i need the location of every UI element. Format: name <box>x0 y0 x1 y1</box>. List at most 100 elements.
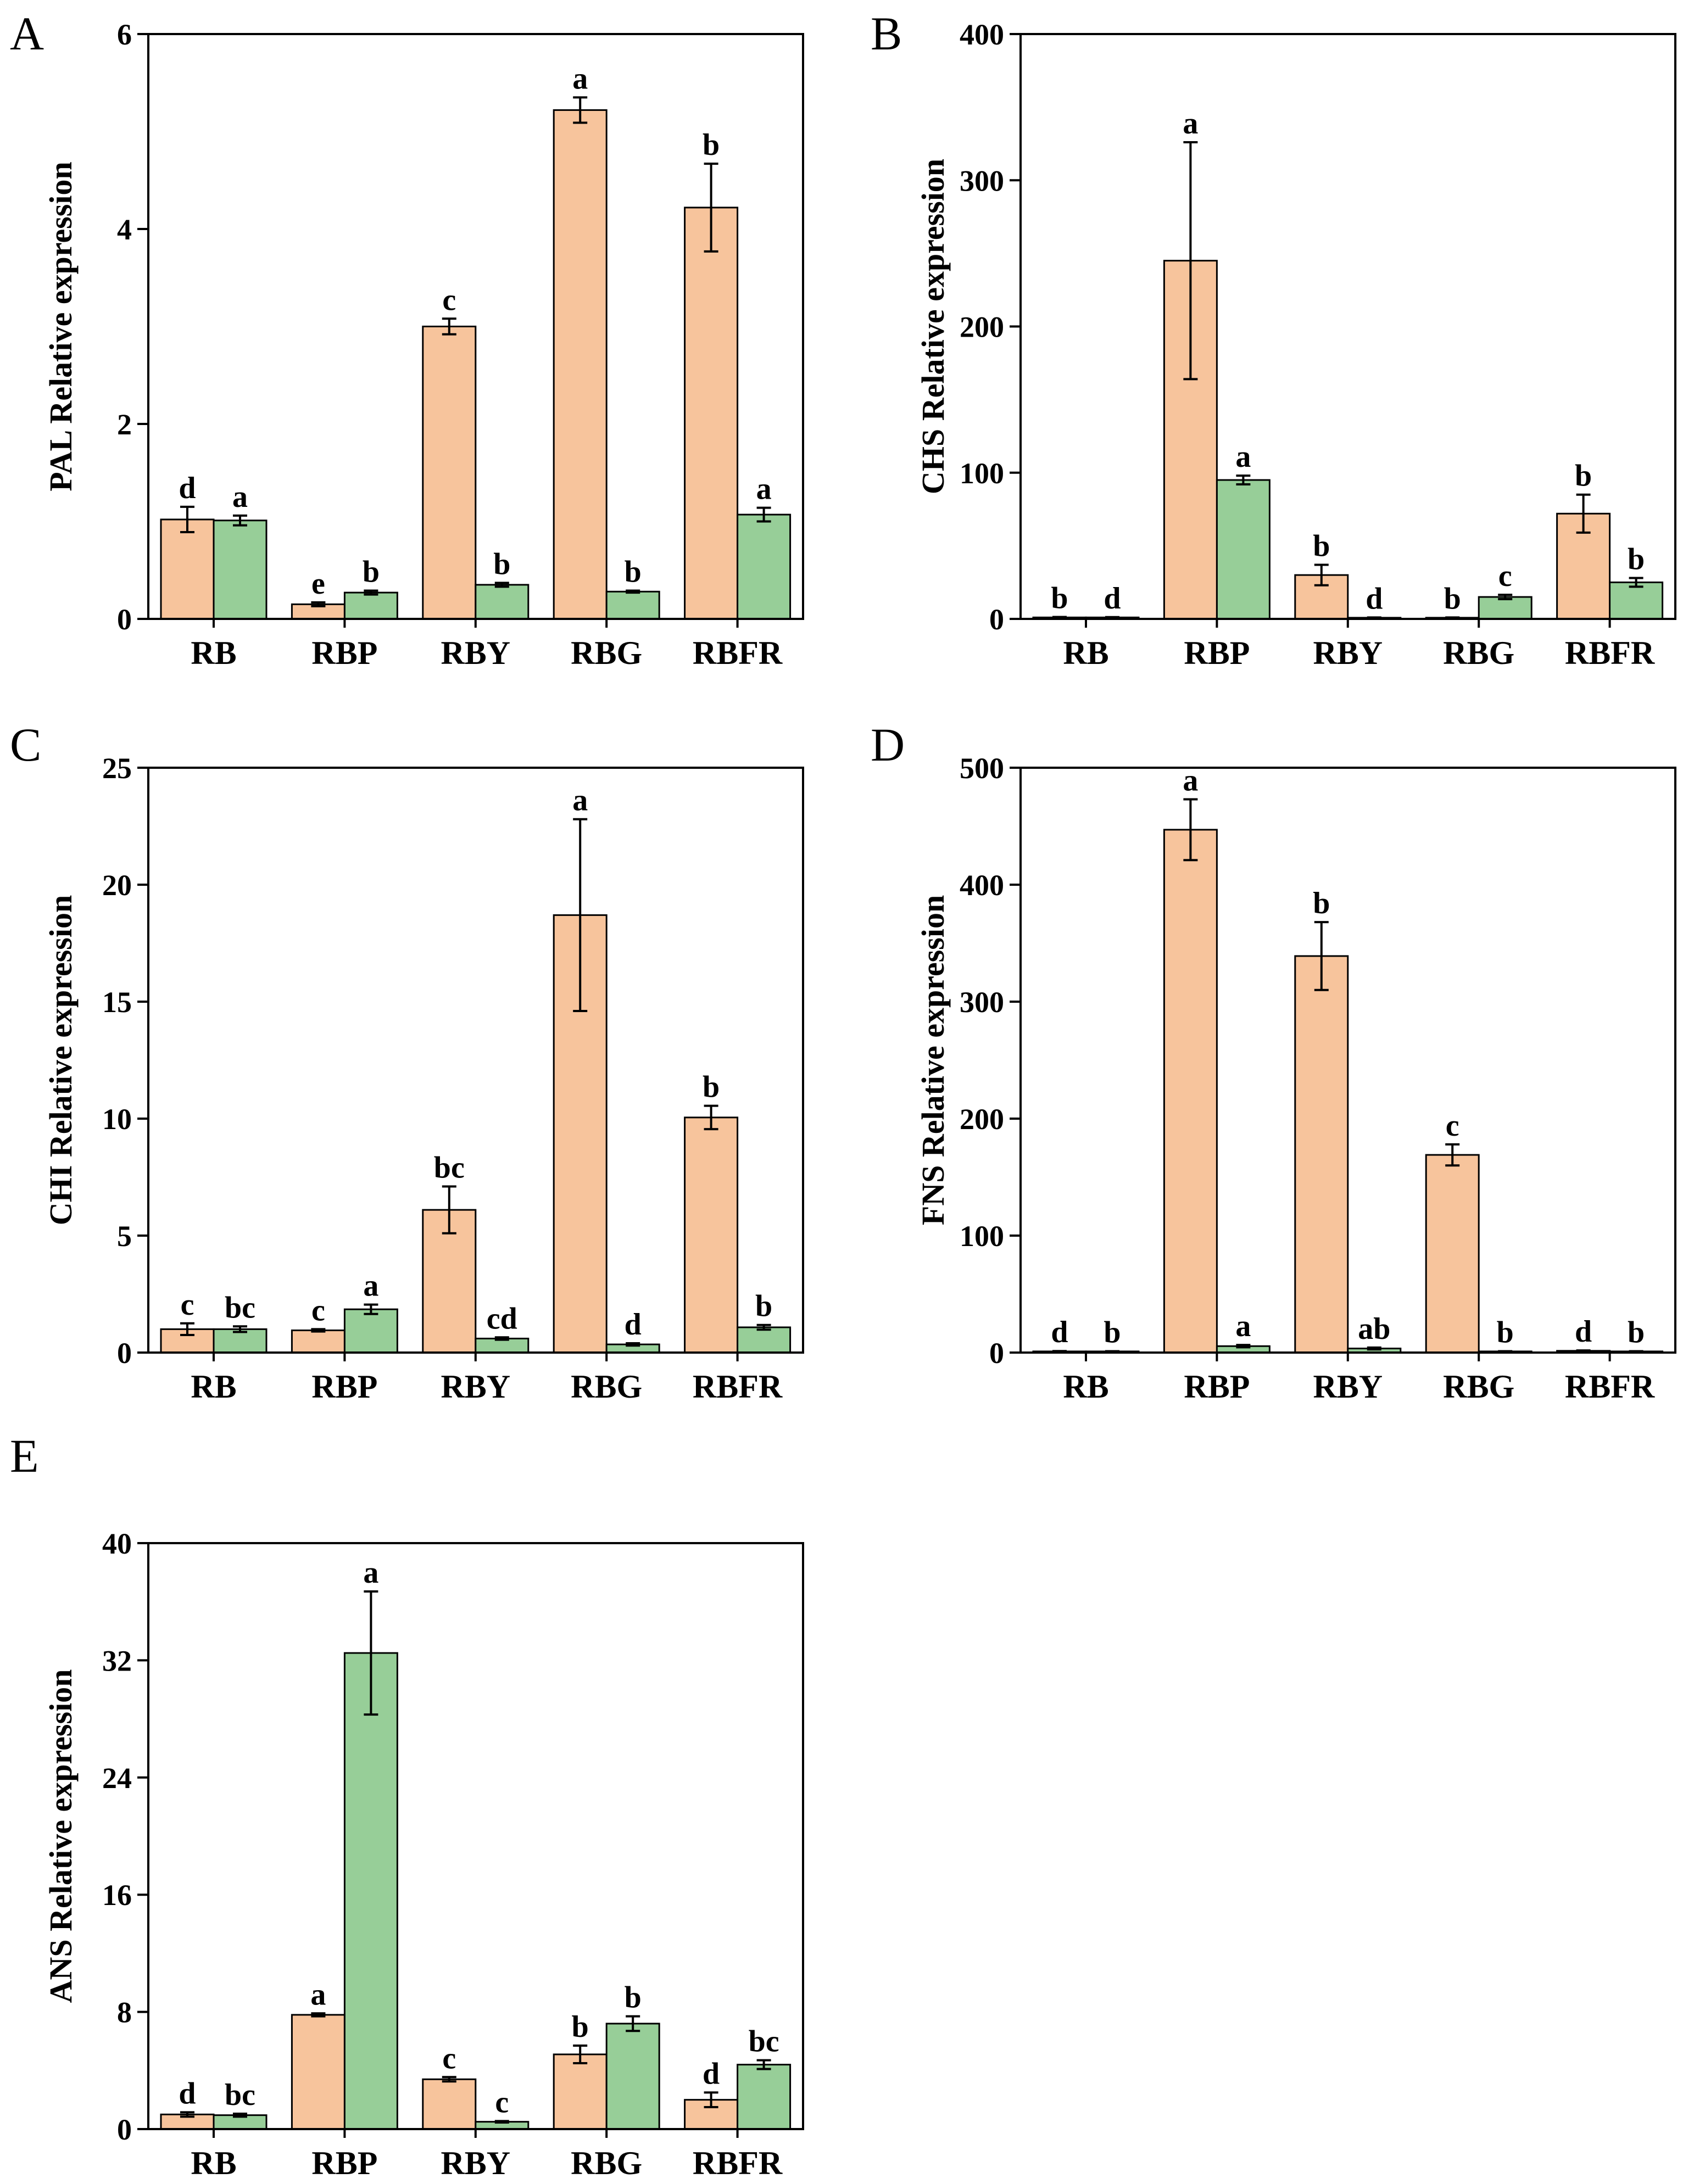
panel-letter: E <box>10 1429 39 1482</box>
significance-label: a <box>1235 1309 1251 1343</box>
bar-RBP-series1 <box>1163 260 1218 620</box>
error-bar-RB-series1 <box>180 2111 194 2118</box>
error-bar-RBP-series2 <box>364 1303 378 1315</box>
y-tick-label: 100 <box>960 457 1004 490</box>
error-bar-RBFR-series2 <box>756 1323 771 1331</box>
y-tick-label: 400 <box>960 18 1004 51</box>
panel-A: Ad a RB e b RBP c b RBY a b RBG b a RBFR 0 2 4 6 PAL Relati… <box>10 7 804 671</box>
significance-label: c <box>442 2041 456 2075</box>
bar-RBFR-series1 <box>684 1116 739 1354</box>
significance-label: bc <box>749 2025 779 2059</box>
error-bar-RBP-series1 <box>311 1328 326 1333</box>
significance-label: d <box>703 2057 720 2091</box>
y-tick-label: 25 <box>102 752 132 785</box>
bar-RBY-series2 <box>475 584 530 620</box>
x-tick-label: RBP <box>311 2145 377 2181</box>
plot-frame <box>147 1542 804 2130</box>
bar-RBP-series2 <box>343 1308 398 1354</box>
bar-RBY-series1 <box>422 2078 477 2130</box>
panel-E: Ed bcRBaaRBPccRBYbbRBGdbcRBFR0816243240AN… <box>10 1429 804 2181</box>
bar-RBG-series1 <box>553 2053 608 2130</box>
significance-label: b <box>1444 582 1461 616</box>
y-tick-label: 24 <box>102 1762 132 1795</box>
significance-label: d <box>1575 1315 1592 1349</box>
significance-label: e <box>311 567 325 601</box>
x-tick-label: RBY <box>1313 1369 1383 1405</box>
significance-label: b <box>1313 886 1330 920</box>
significance-label: a <box>1183 764 1198 798</box>
x-tick-label: RBG <box>1443 635 1514 671</box>
y-tick-label: 200 <box>960 1103 1004 1136</box>
x-tick-label: RBG <box>1443 1369 1514 1405</box>
significance-label: c <box>442 283 456 317</box>
y-axis-label: FNS Relative expression <box>915 895 951 1225</box>
significance-label: d <box>625 1308 642 1342</box>
bar-RBFR-series2 <box>737 1326 792 1354</box>
x-tick-label: RBP <box>1184 635 1250 671</box>
bar-RBG-series2 <box>605 590 660 620</box>
error-bar-RB-series2 <box>233 514 247 527</box>
bar-RBY-series1 <box>422 326 477 620</box>
significance-label: b <box>1575 459 1592 493</box>
significance-label: a <box>756 472 772 506</box>
significance-label: ab <box>1358 1312 1390 1346</box>
significance-label: b <box>493 547 510 581</box>
error-bar-RB-series2 <box>233 2112 247 2118</box>
x-tick-label: RBP <box>311 1369 377 1405</box>
y-tick-label: 10 <box>102 1103 132 1136</box>
x-tick-label: RBG <box>571 1369 642 1405</box>
error-bar-RBFR-series1 <box>704 1104 718 1131</box>
y-axis-label: CHI Relative expression <box>43 895 79 1225</box>
y-tick-label: 15 <box>102 986 132 1019</box>
error-bar-RBFR-series1 <box>1576 493 1591 534</box>
error-bar-RBFR-series2 <box>1629 577 1643 588</box>
error-bar-RB-series2 <box>1105 616 1119 619</box>
significance-label: a <box>310 1978 326 2012</box>
significance-label: c <box>181 1288 194 1322</box>
bar-RBFR-series2 <box>737 513 792 620</box>
x-tick-label: RB <box>191 635 236 671</box>
significance-label: a <box>363 1269 378 1303</box>
error-bar-RBP-series2 <box>1236 474 1251 486</box>
significance-label: b <box>363 555 380 589</box>
x-tick-label: RB <box>1063 635 1108 671</box>
significance-label: d <box>1366 582 1383 616</box>
error-bar-RBY-series1 <box>1314 563 1329 587</box>
significance-label: bc <box>434 1151 465 1185</box>
x-tick-label: RBFR <box>693 1369 783 1405</box>
x-tick-label: RBY <box>441 635 510 671</box>
bar-RBFR-series2 <box>1609 581 1664 620</box>
significance-label: b <box>625 1981 642 2015</box>
error-bar-RBY-series2 <box>494 2120 509 2124</box>
significance-label: c <box>311 1293 325 1327</box>
error-bar-RBY-series1 <box>442 1185 456 1235</box>
panel-letter: C <box>10 718 41 771</box>
significance-label: a <box>363 1556 378 1590</box>
significance-label: c <box>495 2085 509 2119</box>
panel-letter: D <box>871 718 905 771</box>
x-tick-label: RBP <box>311 635 377 671</box>
bar-RBP-series1 <box>291 1330 346 1354</box>
significance-label: d <box>1051 1315 1068 1349</box>
y-tick-label: 0 <box>117 1337 132 1370</box>
significance-label: d <box>179 2076 196 2110</box>
x-tick-label: RBFR <box>693 2145 783 2181</box>
error-bar-RBP-series1 <box>1183 141 1198 381</box>
y-tick-label: 200 <box>960 311 1004 344</box>
significance-label: a <box>1183 107 1198 141</box>
significance-label: a <box>572 784 588 818</box>
bar-RB-series1 <box>160 518 215 620</box>
error-bar-RBG-series1 <box>1445 1143 1460 1167</box>
error-bar-RBP-series2 <box>364 1590 378 1716</box>
significance-label: b <box>1051 582 1068 616</box>
x-tick-label: RBFR <box>693 635 783 671</box>
y-axis-label: ANS Relative expression <box>43 1669 79 2003</box>
y-axis-label: CHS Relative expression <box>915 159 951 494</box>
error-bar-RBG-series1 <box>573 2044 588 2064</box>
y-tick-label: 20 <box>102 869 132 902</box>
y-tick-label: 500 <box>960 752 1004 785</box>
x-tick-label: RBY <box>1313 635 1383 671</box>
error-bar-RBY-series1 <box>442 317 456 336</box>
error-bar-RBFR-series1 <box>704 163 718 253</box>
